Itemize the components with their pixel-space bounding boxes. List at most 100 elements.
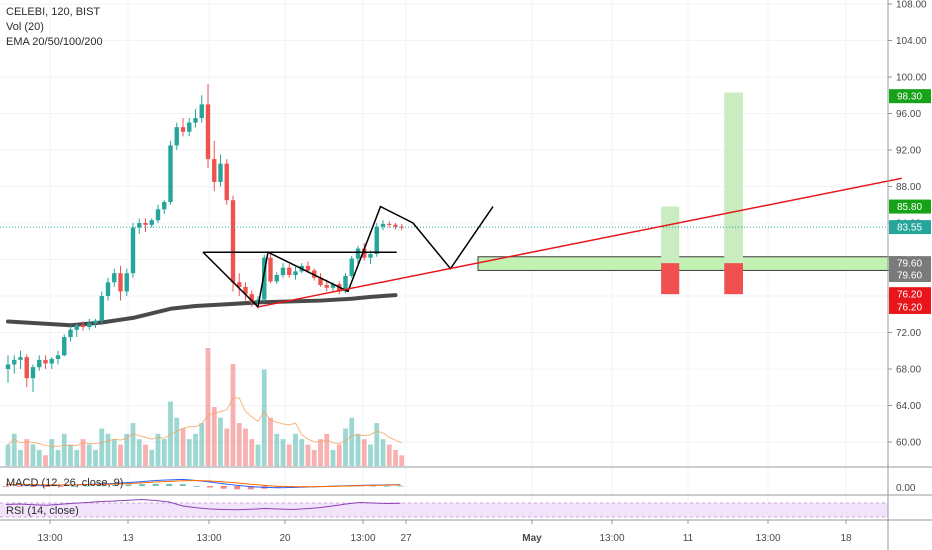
volume-bars	[5, 348, 405, 466]
macd-histogram-bar	[3, 486, 9, 487]
candle-body	[37, 359, 42, 368]
price-tag-label: 76.20	[897, 302, 922, 313]
volume-bar	[143, 444, 148, 466]
volume-bar	[349, 417, 355, 466]
volume-bar	[236, 423, 242, 466]
candle-body	[193, 118, 198, 123]
candle-body	[212, 159, 217, 182]
price-tag	[889, 299, 931, 314]
candle-body	[68, 329, 73, 338]
candle-body	[380, 223, 386, 227]
x-tick-label: 27	[400, 533, 412, 544]
candle-body	[93, 320, 98, 324]
macd-legend[interactable]: MACD (12, 26, close, 9)	[6, 477, 124, 489]
x-tick-label: 20	[279, 533, 291, 544]
price-tag	[889, 89, 931, 104]
candle-body	[305, 265, 311, 271]
candle-body	[62, 337, 67, 356]
candle-body	[168, 145, 173, 203]
symbol-legend[interactable]: CELEBI, 120, BIST	[6, 6, 101, 18]
candle-body	[224, 163, 229, 201]
macd-histogram-bar	[275, 486, 281, 489]
candle-body	[374, 226, 379, 255]
volume-bar	[155, 433, 161, 466]
macd-histogram-bar	[397, 485, 404, 487]
volume-bar	[80, 439, 86, 466]
ema-line	[6, 293, 398, 328]
volume-bar	[361, 439, 367, 466]
macd-histogram-bar	[30, 486, 37, 487]
rsi-legend[interactable]: RSI (14, close)	[6, 505, 79, 517]
macd-histogram-bar	[71, 486, 77, 487]
candle-body	[293, 271, 298, 276]
candle-body	[243, 286, 248, 295]
ema-legend[interactable]: EMA 20/50/100/200	[6, 36, 103, 48]
candle-body	[268, 257, 273, 282]
position-stop-box	[661, 263, 680, 295]
candle-body	[330, 284, 336, 288]
volume-bar	[11, 433, 17, 466]
price-tag-label: 79.60	[897, 271, 922, 282]
candle-body	[368, 254, 373, 258]
volume-bar	[93, 449, 98, 466]
volume-bar	[224, 428, 230, 466]
price-tag	[889, 199, 931, 214]
candle-body	[80, 325, 86, 328]
x-tick-label: 18	[840, 533, 852, 544]
volume-bar	[205, 348, 211, 466]
y-tick-label: 60.00	[896, 438, 921, 449]
macd-histogram-bar	[179, 484, 186, 486]
support-trendline	[257, 177, 902, 308]
y-tick-label: 72.00	[896, 328, 921, 339]
macd-histogram-bar	[207, 486, 213, 488]
y-tick-label: 108.00	[896, 0, 927, 11]
macd-histogram-bar	[152, 483, 159, 486]
volume-bar	[255, 444, 261, 466]
x-tick-label: 13:00	[599, 533, 624, 544]
volume-bar	[343, 428, 348, 466]
candle-body	[87, 323, 92, 328]
volume-bar	[243, 428, 248, 466]
volume-bar	[180, 428, 186, 466]
volume-legend[interactable]: Vol (20)	[6, 21, 44, 33]
candle-body	[105, 282, 111, 296]
candle-body	[180, 127, 186, 132]
volume-bar	[218, 417, 223, 466]
candle-body	[230, 200, 236, 283]
volume-bar	[280, 439, 286, 466]
volume-bar	[5, 444, 11, 466]
macd-histogram-bar	[57, 486, 64, 487]
volume-bar	[24, 439, 30, 466]
candle-body	[118, 273, 123, 292]
volume-bar	[324, 433, 330, 466]
macd-histogram-bar	[16, 486, 23, 487]
volume-bar	[74, 449, 80, 466]
x-tick-label: 11	[683, 533, 694, 544]
candle-body	[262, 257, 267, 300]
candle-body	[387, 223, 392, 225]
time-axis: 13:00 13 13:00 20 13:00 27 May 13:00 11 13:00 18	[37, 520, 852, 544]
candle-body	[55, 355, 61, 359]
y-tick-label: 68.00	[896, 365, 921, 376]
volume-bar	[318, 439, 323, 466]
macd-histogram-bar	[383, 485, 390, 487]
price-tag-label: 79.60	[897, 259, 922, 270]
volume-bar	[99, 428, 105, 466]
x-tick-label: 13:00	[350, 533, 375, 544]
y-tick-label: 64.00	[896, 401, 921, 412]
candle-body	[5, 364, 11, 369]
volume-bar	[86, 444, 92, 466]
volume-bar	[261, 369, 267, 466]
volume-bar	[161, 439, 167, 466]
candle-body	[362, 248, 367, 258]
candle-body	[137, 223, 142, 228]
candle-body	[393, 224, 398, 227]
volume-bar	[68, 444, 73, 466]
candle-body	[49, 358, 54, 364]
position-target-box	[724, 92, 743, 264]
volume-bar	[380, 439, 386, 466]
indicator-panes	[0, 466, 932, 521]
volume-bar	[49, 439, 55, 466]
